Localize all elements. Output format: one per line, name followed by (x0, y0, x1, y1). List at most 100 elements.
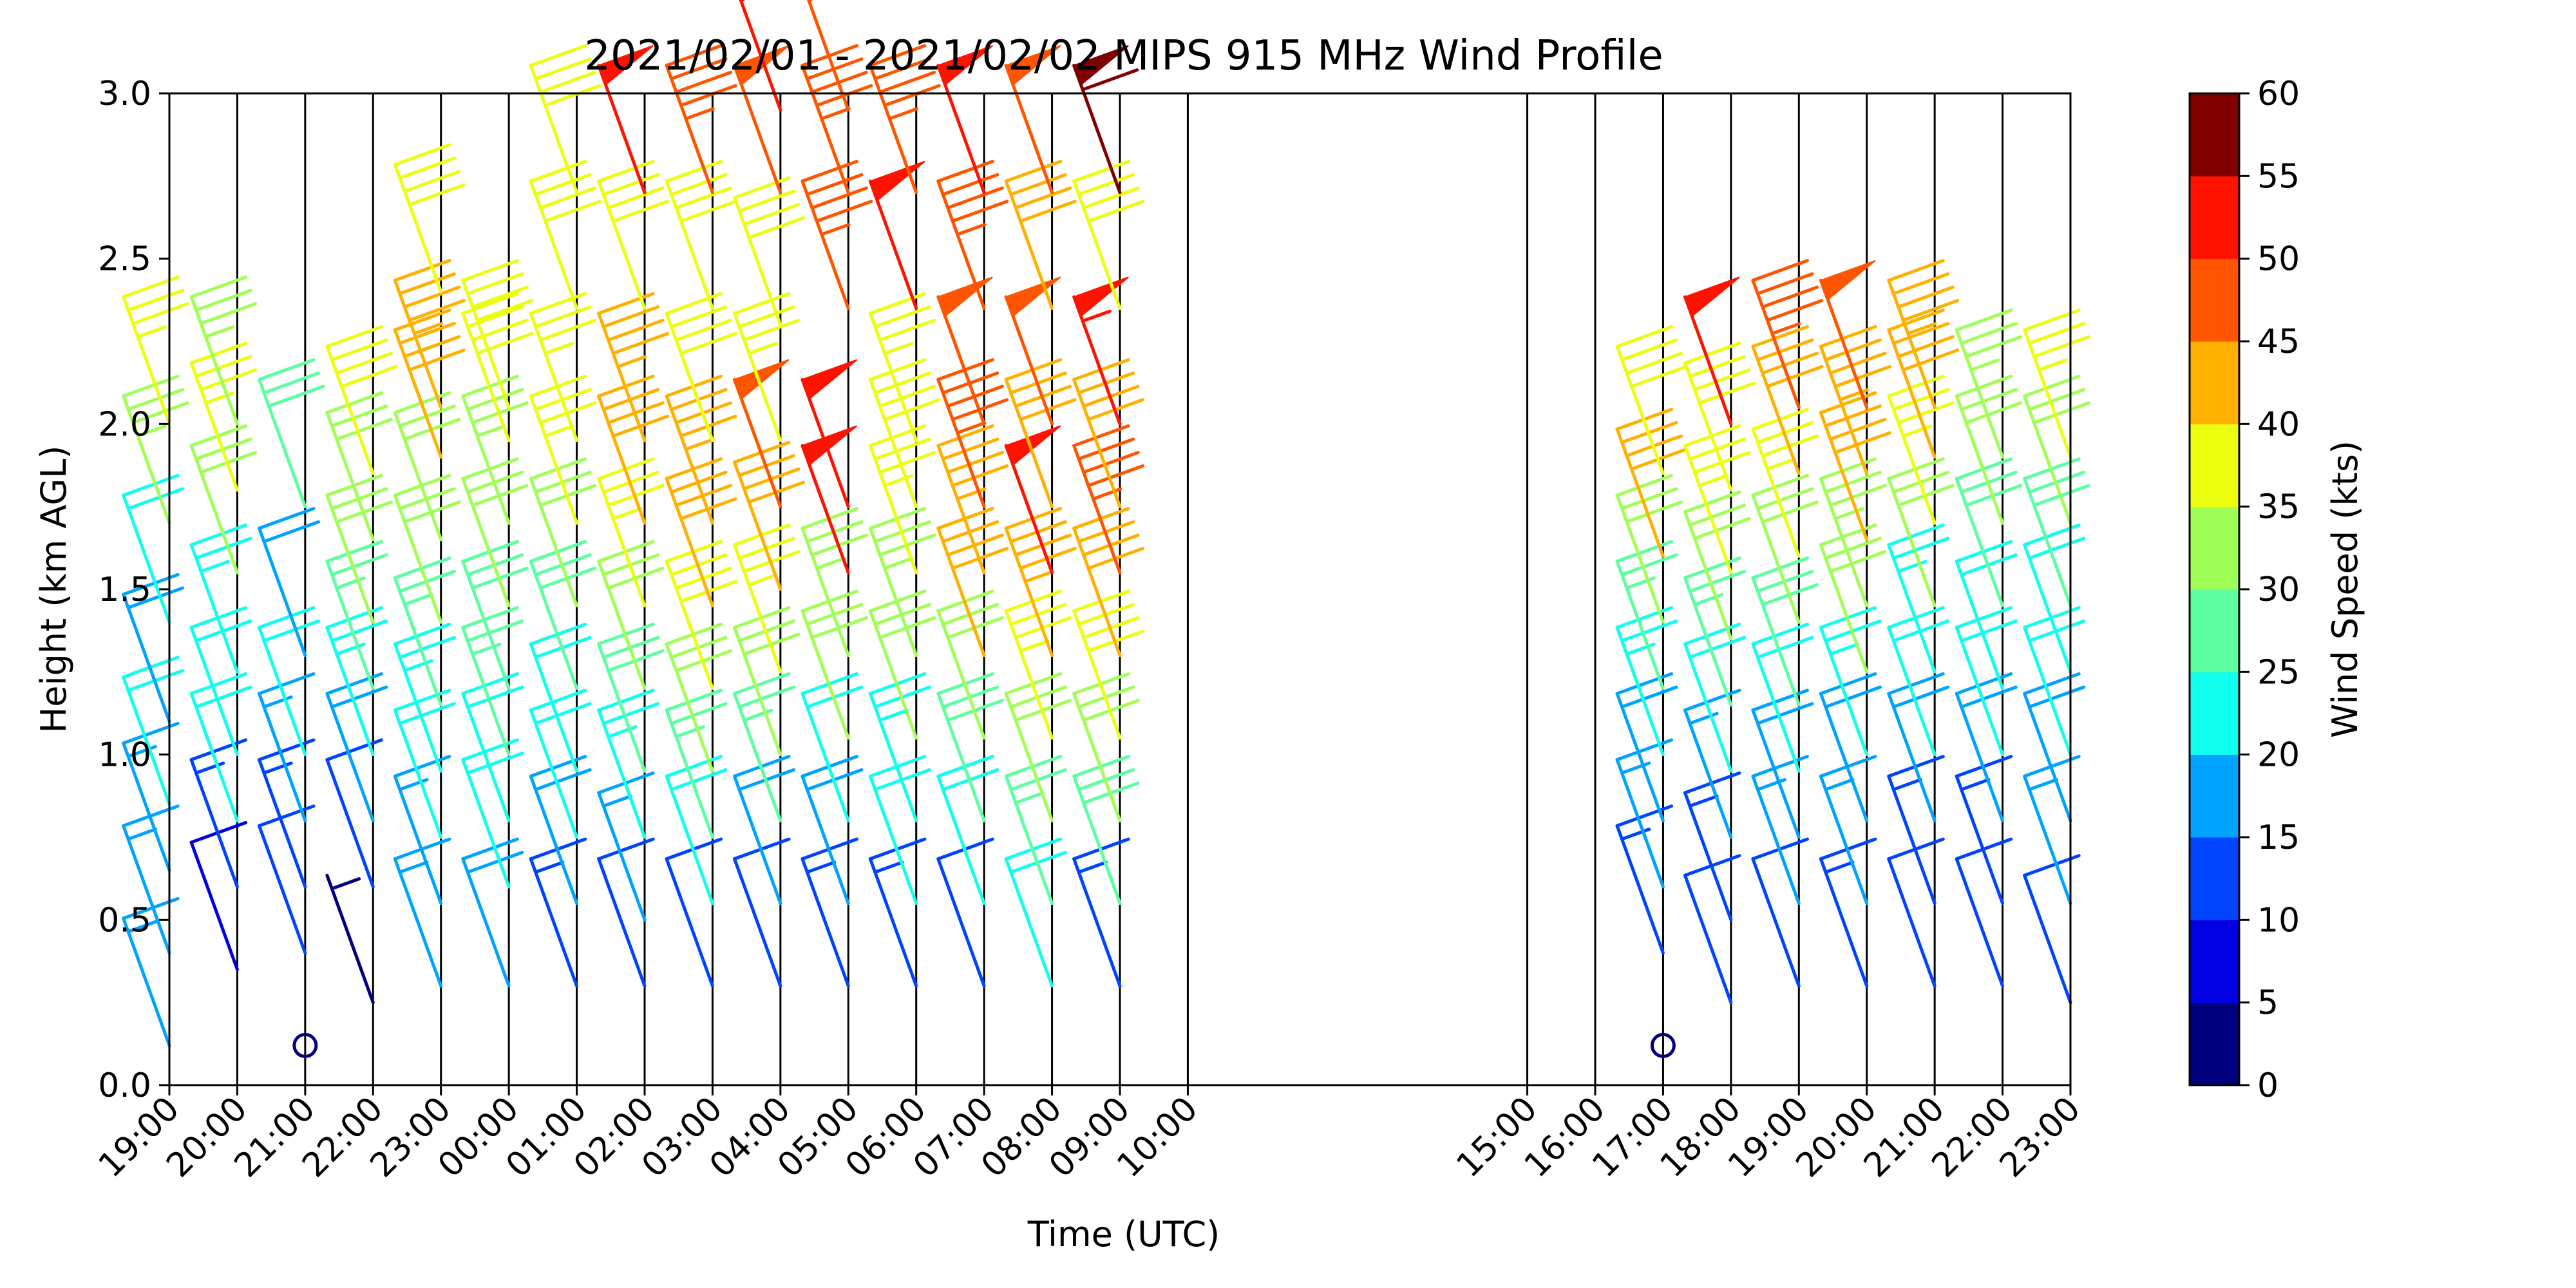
wind-barb-8-2 (665, 688, 728, 839)
x-axis-ticks: 19:0020:0021:0022:0023:0000:0001:0002:00… (91, 1085, 2088, 1185)
wind-barb-19-2 (1887, 672, 1950, 822)
wind-barb-5-1 (461, 738, 524, 889)
wind-barb-20-6 (1955, 374, 2023, 525)
colorbar-segment-2 (2190, 837, 2239, 920)
wind-barb-15-2 (1615, 738, 1674, 889)
wind-barb-16-4 (1683, 556, 1747, 707)
wind-barb-7-9 (597, 45, 654, 194)
wind-barb-15-4 (1615, 606, 1678, 757)
wind-barb-13-4 (1004, 507, 1077, 658)
wind-barb-13-7 (1004, 276, 1061, 426)
y-tick-label-0: 0.0 (98, 1066, 151, 1105)
wind-barb-20-2 (1955, 672, 2018, 822)
wind-barb-10-7 (800, 160, 873, 310)
colorbar-segment-7 (2190, 424, 2239, 507)
wind-barb-19-4 (1887, 523, 1950, 674)
wind-barb-10-6 (800, 359, 858, 509)
wind-barb-10-9 (806, 0, 850, 112)
wind-barb-5-0 (461, 837, 524, 988)
wind-barb-4-2 (393, 688, 456, 839)
colorbar-tick-label-8: 40 (2257, 405, 2300, 444)
wind-barb-15-0 (1650, 1032, 1676, 1058)
wind-barb-10-5 (800, 425, 858, 574)
wind-barb-14-7 (1072, 276, 1129, 426)
wind-barb-5-2 (461, 672, 524, 822)
y-tick-label-6: 3.0 (98, 75, 151, 113)
colorbar-tick-label-6: 30 (2257, 571, 2300, 609)
wind-barb-6-8 (529, 160, 601, 310)
wind-barb-18-2 (1819, 672, 1882, 822)
wind-barb-0-6 (122, 374, 189, 525)
colorbar-segment-8 (2190, 341, 2239, 424)
colorbar-tick-label-3: 15 (2257, 819, 2300, 857)
wind-barb-14-5 (1072, 424, 1145, 574)
colorbar-segment-5 (2190, 589, 2239, 672)
wind-barb-19-7 (1887, 308, 1960, 459)
colorbar-segment-10 (2190, 176, 2239, 260)
wind-barb-13-9 (1004, 45, 1061, 194)
colorbar-segment-4 (2190, 672, 2239, 755)
wind-barb-14-3 (1072, 589, 1145, 740)
wind-barb-4-3 (393, 622, 456, 773)
wind-barb-13-5 (1004, 425, 1061, 574)
wind-barb-16-3 (1683, 622, 1747, 773)
colorbar-tick-label-10: 50 (2257, 240, 2300, 279)
wind-barb-18-5 (1819, 457, 1887, 608)
wind-barb-17-2 (1751, 688, 1814, 839)
wind-barb-17-3 (1751, 622, 1814, 773)
wind-barb-6-1 (529, 755, 592, 905)
wind-barb-2-3 (257, 672, 316, 822)
wind-barb-9-2 (732, 672, 796, 822)
wind-barb-2-5 (257, 507, 321, 658)
wind-barbs (122, 0, 2090, 1058)
wind-barb-1-4 (189, 523, 252, 674)
y-tick-label-5: 2.5 (98, 240, 151, 279)
wind-barb-18-7 (1819, 325, 1891, 475)
wind-barb-1-6 (189, 341, 258, 492)
colorbar-segment-1 (2190, 920, 2239, 1003)
wind-barb-13-8 (1004, 160, 1077, 310)
wind-barb-3-4 (325, 540, 388, 690)
colorbar-tick-label-7: 35 (2257, 488, 2300, 527)
wind-barb-8-1 (665, 755, 728, 905)
y-axis-ticks: 0.0 0.5 1.0 1.5 2.0 2.5 3.0 (98, 75, 169, 1105)
wind-barb-3-1 (325, 738, 383, 889)
wind-barb-7-0 (597, 837, 655, 988)
wind-barb-5-7 (461, 292, 534, 442)
wind-barb-17-7 (1751, 325, 1824, 475)
wind-barb-6-7 (529, 292, 597, 442)
wind-barb-3-2 (325, 672, 388, 822)
wind-barb-1-7 (189, 275, 258, 426)
colorbar-tick-label-9: 45 (2257, 323, 2300, 361)
wind-barb-2-6 (257, 358, 325, 509)
wind-barb-7-7 (597, 292, 670, 442)
wind-barb-18-8 (1819, 260, 1876, 410)
wind-barb-9-6 (732, 359, 790, 509)
wind-barb-5-8 (461, 259, 534, 410)
wind-barb-20-7 (1955, 308, 2023, 459)
colorbar-tick-label-12: 60 (2257, 75, 2300, 113)
colorbar-tick-label-5: 25 (2257, 653, 2300, 692)
wind-barb-4-7 (393, 308, 466, 459)
wind-barb-12-4 (936, 507, 1009, 658)
colorbar-segment-3 (2190, 754, 2239, 838)
wind-barb-19-6 (1887, 374, 1955, 525)
wind-barb-3-0 (325, 873, 375, 1005)
wind-barb-11-5 (868, 424, 936, 574)
y-tick-label-3: 1.5 (98, 571, 151, 609)
wind-barb-16-8 (1683, 276, 1740, 426)
colorbar-tick-label-11: 55 (2257, 157, 2300, 196)
wind-barb-6-2 (529, 688, 592, 839)
y-tick-label-4: 2.0 (98, 405, 151, 444)
wind-barb-5-6 (461, 374, 529, 525)
wind-barb-2-4 (257, 606, 321, 757)
wind-barb-15-5 (1615, 540, 1678, 690)
wind-barb-3-7 (325, 325, 398, 475)
chart-title: 2021/02/01 - 2021/02/02 MIPS 915 MHz Win… (584, 32, 1663, 80)
colorbar: 0 5 10 15 20 25 30 35 40 45 50 55 60 (2188, 75, 2300, 1105)
wind-barb-3-3 (325, 606, 388, 757)
wind-barb-7-8 (597, 160, 670, 310)
colorbar-tick-label-4: 20 (2257, 736, 2300, 775)
wind-barb-4-8 (393, 259, 466, 410)
